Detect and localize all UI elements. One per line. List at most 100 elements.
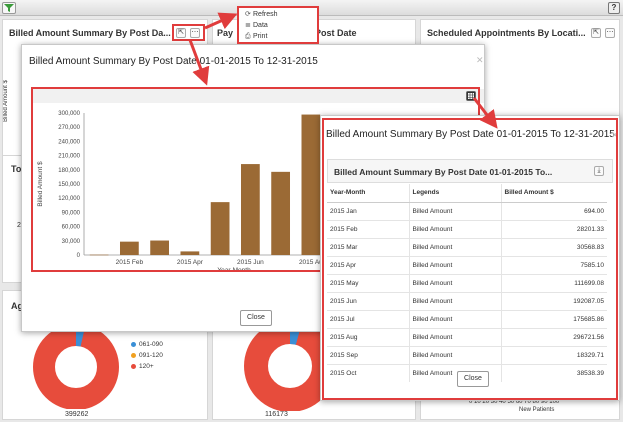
cell-year-month: 2015 Jun bbox=[327, 291, 410, 310]
menu-icon[interactable]: ⋯ bbox=[190, 28, 200, 38]
donut2-total: 116173 bbox=[265, 411, 288, 418]
table-row: 2015 Sep Billed Amount 18329.71 bbox=[327, 345, 607, 364]
cell-year-month: 2015 Aug bbox=[327, 327, 410, 346]
cell-billed-amount: 38538.39 bbox=[501, 363, 607, 382]
cell-legend: Billed Amount bbox=[409, 273, 502, 292]
pay-panel-title: Pay bbox=[217, 28, 234, 38]
table-header-row: Year-Month Legends Billed Amount $ bbox=[327, 184, 607, 203]
billed-amount-table: Year-Month Legends Billed Amount $ 2015 … bbox=[327, 184, 607, 382]
cell-billed-amount: 7585.10 bbox=[501, 255, 607, 274]
bar-2015-jul bbox=[271, 171, 291, 255]
y-tick-label: 180,000 bbox=[58, 168, 80, 174]
cell-billed-amount: 175685.86 bbox=[501, 309, 607, 328]
sched-popout-icon[interactable]: ⇱ bbox=[591, 28, 601, 38]
x-tick-label: 2015 Jun bbox=[237, 259, 264, 266]
legend-dot-2 bbox=[131, 363, 136, 369]
annotation-box-panel-icons bbox=[172, 24, 205, 41]
cell-billed-amount: 192087.05 bbox=[501, 291, 607, 310]
download-icon[interactable]: ⤓ bbox=[594, 166, 604, 176]
cell-year-month: 2015 Jan bbox=[327, 201, 410, 220]
cell-legend: Billed Amount bbox=[409, 291, 502, 310]
cell-billed-amount: 18329.71 bbox=[501, 345, 607, 364]
menu-item-refresh[interactable]: ⟳ Refresh bbox=[245, 11, 278, 18]
print-icon: ⎙ bbox=[245, 33, 251, 40]
cell-legend: Billed Amount bbox=[409, 309, 502, 328]
legend-dot-0 bbox=[131, 341, 136, 347]
list-icon: ≣ bbox=[245, 22, 251, 29]
sched-panel-title: Scheduled Appointments By Locati... bbox=[427, 28, 586, 38]
new-patients-ticks: 0 10 20 30 40 50 60 70 80 90 100 bbox=[469, 399, 560, 405]
table-row: 2015 Aug Billed Amount 296721.56 bbox=[327, 327, 607, 346]
donut1-total: 399262 bbox=[65, 411, 89, 418]
cell-year-month: 2015 Oct bbox=[327, 363, 410, 382]
bar-2015-jun bbox=[240, 164, 260, 255]
data-inner-title: Billed Amount Summary By Post Date 01-01… bbox=[334, 167, 553, 177]
y-tick-label: 30,000 bbox=[62, 239, 81, 245]
legend-item-1: 091-120 bbox=[131, 352, 163, 359]
table-row: 2015 Feb Billed Amount 28201.33 bbox=[327, 219, 607, 238]
x-tick-label: 2015 Apr bbox=[177, 259, 204, 266]
chart-modal-close-icon[interactable]: ✕ bbox=[476, 55, 484, 65]
cell-legend: Billed Amount bbox=[409, 345, 502, 364]
data-modal-close-icon[interactable]: ✕ bbox=[611, 130, 619, 140]
table-row: 2015 Apr Billed Amount 7585.10 bbox=[327, 255, 607, 274]
y-tick-label: 240,000 bbox=[58, 139, 80, 145]
data-inner-header: Billed Amount Summary By Post Date 01-01… bbox=[327, 159, 613, 183]
cell-billed-amount: 28201.33 bbox=[501, 219, 607, 238]
table-row: 2015 Jan Billed Amount 694.00 bbox=[327, 201, 607, 220]
cell-year-month: 2015 Sep bbox=[327, 345, 410, 364]
cell-billed-amount: 30568.83 bbox=[501, 237, 607, 256]
y-axis-title: Billed Amount $ bbox=[37, 161, 44, 207]
chart-modal-close-button[interactable]: Close bbox=[240, 310, 272, 326]
refresh-icon: ⟳ bbox=[245, 11, 251, 18]
billed-amount-bar-chart: 0 30,000 60,000 90,000 120,000 150,000 180,000… bbox=[37, 111, 326, 274]
two-label: 2 bbox=[17, 222, 21, 229]
aging-donut-chart bbox=[33, 325, 119, 409]
legend-item-2: 120+ bbox=[131, 363, 154, 370]
ag-label: Ag bbox=[11, 301, 23, 311]
bar-2015-mar bbox=[150, 240, 170, 255]
cell-year-month: 2015 May bbox=[327, 273, 410, 292]
cell-legend: Billed Amount bbox=[409, 255, 502, 274]
chart-header-strip bbox=[32, 89, 484, 103]
cell-legend: Billed Amount bbox=[409, 219, 502, 238]
sched-menu-icon[interactable]: ⋯ bbox=[605, 28, 615, 38]
cell-billed-amount: 111699.08 bbox=[501, 273, 607, 292]
billed-panel-axis-label: Billed Amount $ bbox=[2, 80, 9, 122]
popout-icon[interactable]: ⇱ bbox=[176, 28, 186, 38]
table-row: 2015 Jun Billed Amount 192087.05 bbox=[327, 291, 607, 310]
filter-button[interactable] bbox=[2, 2, 16, 14]
new-patients-label: New Patients bbox=[519, 407, 555, 413]
cell-legend: Billed Amount bbox=[409, 201, 502, 220]
data-modal-close-button[interactable]: Close bbox=[457, 371, 489, 387]
cell-year-month: 2015 Apr bbox=[327, 255, 410, 274]
context-menu: ⟳ Refresh ≣ Data ⎙ Print bbox=[237, 6, 319, 44]
y-tick-label: 90,000 bbox=[62, 210, 81, 216]
billed-panel-title: Billed Amount Summary By Post Da... bbox=[9, 28, 171, 38]
legend-item-0: 061-090 bbox=[131, 341, 163, 348]
cell-year-month: 2015 Mar bbox=[327, 237, 410, 256]
cell-billed-amount: 296721.56 bbox=[501, 327, 607, 346]
y-tick-label: 270,000 bbox=[58, 125, 80, 131]
table-row: 2015 Oct Billed Amount 38538.39 bbox=[327, 363, 607, 382]
bar-2015-may bbox=[210, 202, 230, 255]
cell-legend: Billed Amount bbox=[409, 327, 502, 346]
data-modal: Billed Amount Summary By Post Date 01-01… bbox=[320, 115, 620, 401]
bar-2015-aug bbox=[301, 114, 321, 255]
x-tick-label: 2015 Au bbox=[299, 259, 323, 266]
menu-item-data[interactable]: ≣ Data bbox=[245, 22, 268, 29]
bar-2015-jan bbox=[89, 254, 109, 256]
annotation-box-data bbox=[322, 118, 618, 400]
help-button[interactable]: ? bbox=[608, 2, 620, 14]
table-view-icon[interactable] bbox=[466, 91, 476, 101]
chart-modal-title: Billed Amount Summary By Post Date 01-01… bbox=[29, 56, 318, 67]
table-row: 2015 Jul Billed Amount 175685.86 bbox=[327, 309, 607, 328]
menu-item-print[interactable]: ⎙ Print bbox=[245, 33, 268, 40]
cell-year-month: 2015 Jul bbox=[327, 309, 410, 328]
cell-legend: Billed Amount bbox=[409, 237, 502, 256]
table-row: 2015 Mar Billed Amount 30568.83 bbox=[327, 237, 607, 256]
to-label: To bbox=[11, 164, 22, 174]
legend-dot-1 bbox=[131, 352, 136, 358]
y-tick-label: 300,000 bbox=[58, 111, 80, 117]
cell-billed-amount: 694.00 bbox=[501, 201, 607, 220]
